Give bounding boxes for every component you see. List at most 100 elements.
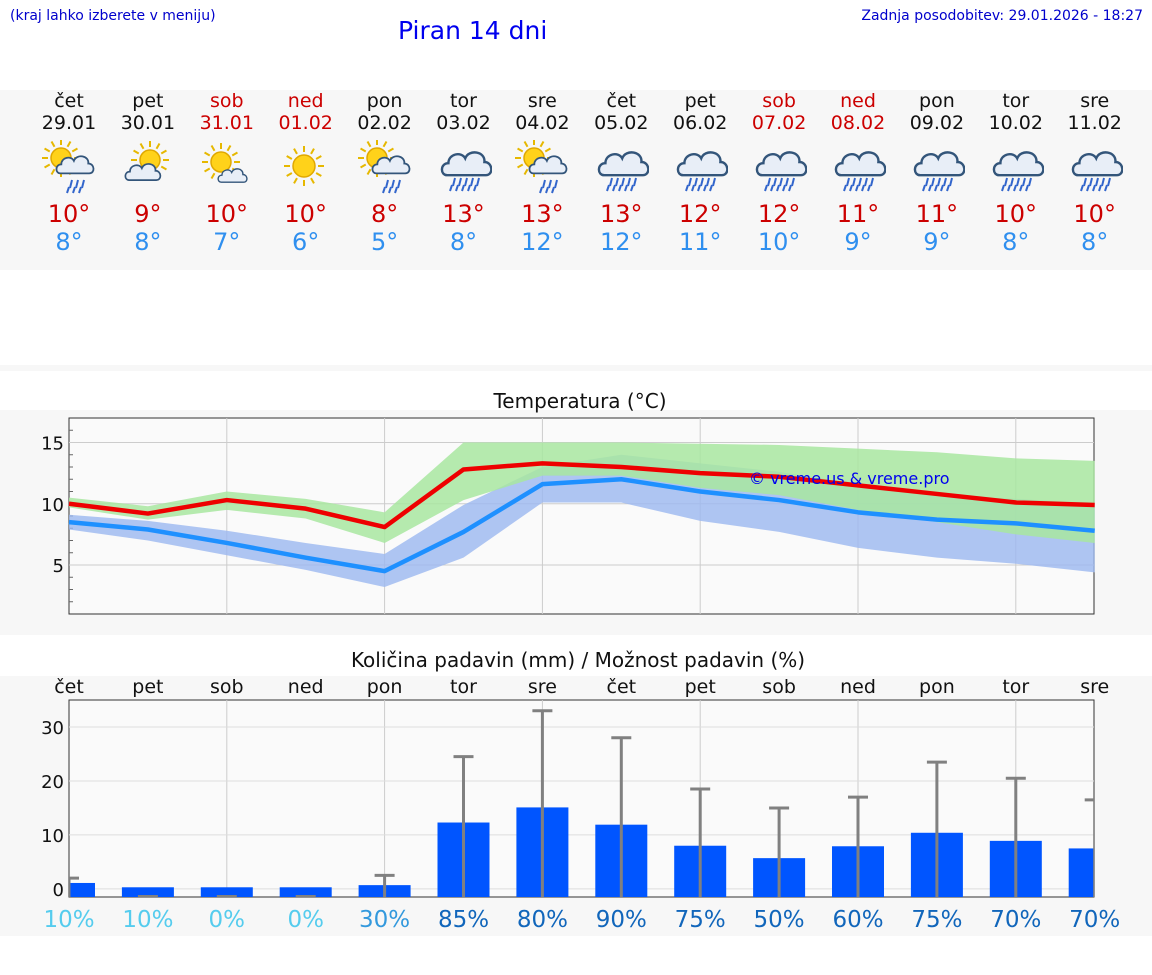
precipitation-bar [121,887,174,897]
day-column: čet 29.01 10° 8° [29,90,109,256]
precipitation-chart-title: Količina padavin (mm) / Možnost padavin … [351,648,805,672]
max-temp: 10° [1073,200,1116,228]
cloud-rain-icon [593,140,650,196]
max-temperature-line [68,461,1095,530]
day-column: sob 07.02 12° 10° [739,90,819,256]
daily-forecast-strip [0,90,1152,270]
precipitation-bar [1068,848,1094,897]
precipitation-day-label: sob [762,676,796,698]
min-temp: 12° [521,228,564,256]
page-title: Piran 14 dni [398,16,548,45]
day-column: pon 09.02 11° 9° [897,90,977,256]
precipitation-probability: 0% [287,907,324,933]
day-column: čet 05.02 13° 12° [581,90,661,256]
min-temp: 6° [292,228,320,256]
precipitation-probability: 70% [990,907,1041,933]
min-temp: 8° [55,228,83,256]
min-temp: 7° [213,228,241,256]
weekday: čet [606,90,637,112]
max-temp: 10° [47,200,91,228]
location-menu-hint[interactable]: (kraj lahko izberete v meniju) [10,8,216,24]
precipitation-day-label: sre [1080,676,1109,698]
min-temp: 8° [134,228,162,256]
day-column: ned 01.02 10° 6° [266,90,346,256]
day-column: pet 30.01 9° 8° [108,90,188,256]
max-temp: 10° [284,200,327,228]
sun-cloud-rain-icon [514,140,570,196]
precipitation-bars [69,709,1094,897]
weekday: tor [1002,90,1030,112]
sun-small-cloud-icon [199,140,255,196]
min-temp: 9° [844,228,872,256]
weekday: ned [840,90,876,112]
precipitation-probability: 10% [122,907,173,933]
precipitation-y-tick: 0 [53,880,64,901]
precipitation-probability: 30% [359,907,410,933]
max-temp: 13° [600,200,643,228]
cloud-rain-icon [830,140,886,196]
precipitation-day-label: pon [919,676,955,698]
temperature-chart-title: Temperatura (°C) [492,389,666,413]
weekday: čet [54,90,84,112]
weekday: pet [684,90,716,112]
precipitation-probability: 70% [1069,907,1120,933]
weekday: sre [1080,90,1110,112]
sun-icon [278,140,334,196]
min-temp: 11° [678,228,722,256]
date: 04.02 [515,112,570,134]
weekday: sre [527,90,557,112]
precipitation-day-label: ned [840,676,876,698]
precipitation-probability: 60% [832,907,883,933]
precipitation-day-label: čet [54,676,84,698]
max-temp: 8° [370,200,399,228]
precipitation-day-label: tor [450,676,477,698]
weekday: pon [366,90,403,112]
precipitation-day-label: pet [685,676,716,698]
date: 06.02 [672,112,728,134]
precipitation-probability: 0% [209,907,246,933]
precipitation-day-label: čet [607,676,637,698]
weekday: pon [919,90,955,112]
day-column: sob 31.01 10° 7° [187,90,267,256]
day-column: ned 08.02 11° 9° [818,90,898,256]
cloud-rain-icon [909,140,965,196]
date: 10.02 [988,112,1043,134]
day-column: sre 04.02 13° 12° [502,90,582,256]
sun-cloud-rain-icon [357,140,413,196]
min-temp: 8° [449,228,478,256]
cloud-rain-icon [436,140,492,196]
precipitation-y-tick: 10 [41,826,64,847]
cloud-rain-icon [672,140,729,196]
weekday: pet [132,90,164,112]
max-temp: 10° [994,200,1038,228]
precipitation-probability: 75% [911,907,962,933]
date: 08.02 [830,112,886,134]
watermark: © vreme.us & vreme.pro [749,469,950,488]
max-temp: 11° [915,200,959,228]
precipitation-bar [69,882,95,897]
precipitation-day-label: sob [210,676,244,698]
date: 03.02 [436,112,491,134]
date: 11.02 [1067,112,1122,134]
date: 29.01 [41,112,97,134]
min-temp: 9° [923,228,951,256]
precipitation-day-label: pet [132,676,163,698]
day-column: tor 10.02 10° 8° [976,90,1056,256]
precipitation-bar [200,887,253,897]
min-temp: 8° [1002,228,1030,256]
cloud-rain-icon [1067,140,1123,196]
precipitation-probability: 90% [596,907,647,933]
temperature-y-tick: 10 [41,495,64,516]
date: 31.01 [199,112,254,134]
sun-cloud-icon [120,140,176,196]
precipitation-probability: 10% [43,907,94,933]
min-temperature-line [68,477,1095,574]
last-update: Zadnja posodobitev: 29.01.2026 - 18:27 [861,8,1143,24]
day-column: pet 06.02 12° 11° [660,90,740,256]
weekday: sob [762,90,796,112]
precipitation-y-tick: 30 [41,718,64,739]
weekday: sob [210,90,244,112]
day-column: sre 11.02 10° 8° [1055,90,1135,256]
temperature-y-tick: 5 [53,556,64,577]
